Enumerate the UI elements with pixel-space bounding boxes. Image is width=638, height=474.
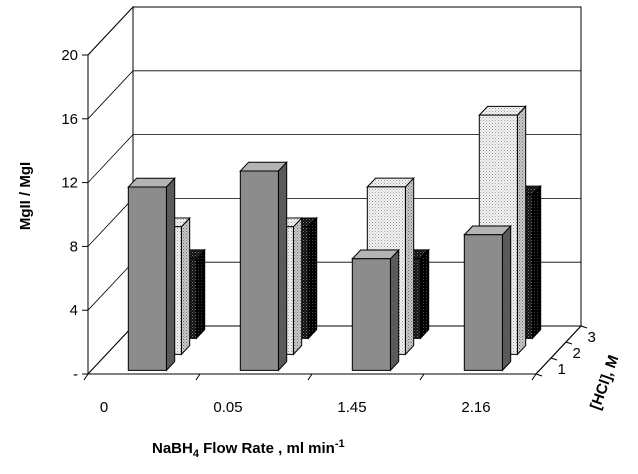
x-axis-label-sup: -1 bbox=[335, 438, 345, 450]
bar-front bbox=[127, 186, 167, 371]
bar-front bbox=[239, 170, 279, 371]
depth-tick bbox=[580, 325, 588, 329]
bars bbox=[127, 105, 542, 372]
bar-side bbox=[180, 216, 191, 356]
y-tick-label: 8 bbox=[70, 238, 78, 255]
bar-top bbox=[366, 177, 415, 188]
x-tick-label: 0.05 bbox=[213, 399, 242, 416]
bar-side bbox=[165, 176, 176, 372]
x-tick bbox=[195, 373, 201, 381]
x-tick bbox=[307, 373, 313, 381]
x-tick bbox=[531, 373, 537, 381]
y-axis-label: MgII / MgI bbox=[17, 162, 34, 230]
x-tick bbox=[83, 373, 89, 381]
bar bbox=[463, 224, 512, 372]
bar-side bbox=[389, 248, 400, 372]
bar-top bbox=[463, 225, 512, 236]
bar-top bbox=[127, 177, 176, 188]
gridline bbox=[87, 70, 581, 120]
y-tick-label: 12 bbox=[61, 175, 78, 192]
y-tick-label: 16 bbox=[61, 111, 78, 128]
x-tick-label: 2.16 bbox=[461, 399, 490, 416]
x-tick-label: 0 bbox=[100, 399, 108, 416]
bar bbox=[239, 160, 288, 372]
depth-axis-label: [HCl], M bbox=[587, 353, 622, 412]
gridline bbox=[87, 6, 581, 56]
depth-tick bbox=[550, 357, 558, 361]
bar bbox=[351, 248, 400, 372]
side-wall bbox=[87, 5, 134, 376]
y-tick-label: - bbox=[73, 366, 78, 383]
y-tick-label: 4 bbox=[70, 302, 78, 319]
bar-side bbox=[195, 248, 206, 340]
depth-tick-label: 1 bbox=[558, 361, 566, 378]
bar-top bbox=[239, 161, 288, 172]
depth-tick-label: 2 bbox=[573, 345, 581, 362]
y-tick-label: 20 bbox=[61, 47, 78, 64]
bar-side bbox=[404, 176, 415, 356]
x-axis-label-sub: 4 bbox=[193, 448, 200, 460]
bar bbox=[127, 176, 176, 372]
depth-tick bbox=[535, 373, 543, 377]
bar-side bbox=[292, 216, 303, 356]
x-tick bbox=[419, 373, 425, 381]
bar-top bbox=[478, 105, 527, 116]
bar-side bbox=[531, 184, 542, 340]
x-tick-label: 1.45 bbox=[337, 399, 366, 416]
depth-tick bbox=[565, 341, 573, 345]
x-axis-label-main: NaBH bbox=[152, 440, 193, 457]
bar-side bbox=[501, 224, 512, 372]
bar-side bbox=[277, 160, 288, 372]
bar-front bbox=[351, 258, 391, 371]
x-axis-label: NaBH4 Flow Rate , ml min-1 bbox=[152, 438, 345, 460]
bar-side bbox=[307, 216, 318, 340]
gridline bbox=[87, 134, 581, 183]
x-axis-label-rest: Flow Rate , ml min bbox=[199, 440, 335, 457]
bar-front bbox=[463, 234, 503, 371]
bar-side bbox=[419, 248, 430, 340]
bar-top bbox=[351, 249, 400, 260]
bar-side bbox=[516, 105, 527, 356]
depth-tick-label: 3 bbox=[588, 329, 596, 346]
depth-axis-line bbox=[535, 325, 582, 375]
